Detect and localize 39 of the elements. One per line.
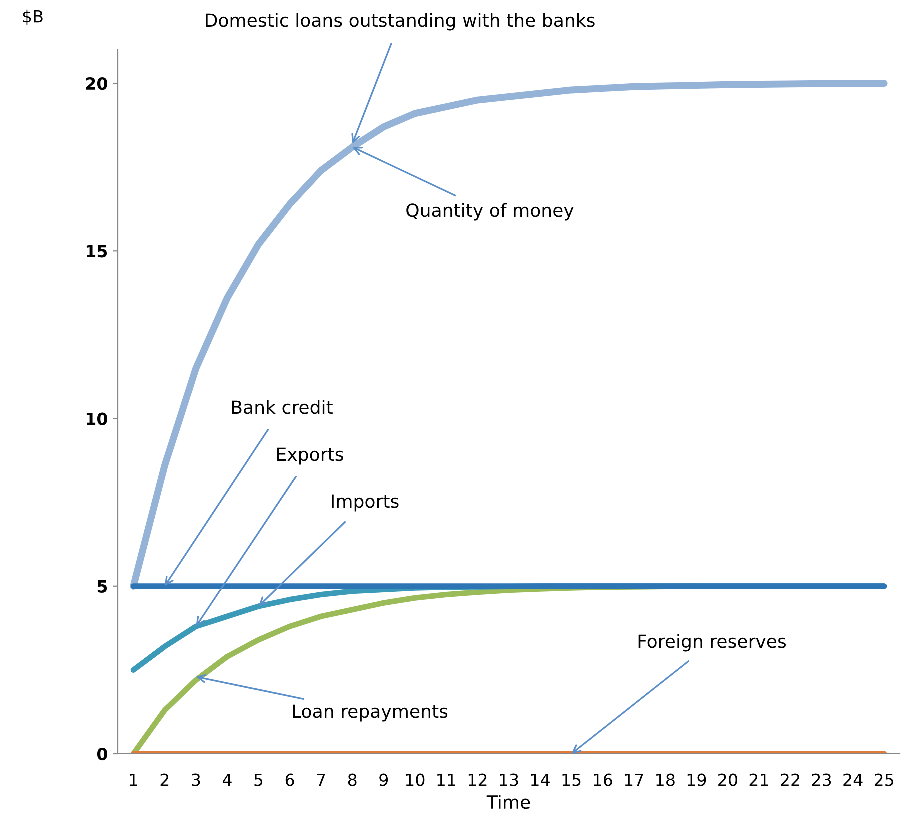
x-tick-label: 22 <box>781 774 800 786</box>
x-tick-label: 24 <box>844 774 863 786</box>
x-tick-label: 16 <box>594 774 612 786</box>
x-tick-label: 21 <box>750 774 768 786</box>
x-tick-label: 9 <box>380 774 388 786</box>
annotation: Domestic loans outstanding with the banks <box>206 13 595 31</box>
y-tick-label: 10 <box>86 412 108 426</box>
x-tick-label: 14 <box>532 774 550 786</box>
x-tick-label: 11 <box>438 774 456 786</box>
annotation: Foreign reserves <box>638 634 786 652</box>
x-tick-label: 7 <box>317 774 326 786</box>
x-tick-label: 12 <box>468 774 487 786</box>
annotation: Imports <box>332 494 399 512</box>
x-tick-label: 15 <box>562 774 581 786</box>
y-tick-label: 15 <box>86 245 108 258</box>
annotation: Quantity of money <box>406 203 574 221</box>
x-tick-label: 10 <box>406 774 425 786</box>
x-tick-label: 3 <box>192 774 200 786</box>
y-tick-label: 5 <box>98 580 108 593</box>
x-tick-label: 2 <box>160 774 169 786</box>
x-tick-label: 20 <box>718 774 738 786</box>
y-tick-label: 0 <box>97 748 108 761</box>
x-tick-label: 25 <box>874 774 894 786</box>
annotation: Bank credit <box>232 400 333 414</box>
x-tick-label: 6 <box>286 774 294 786</box>
annotation: Loan repayments <box>293 704 448 722</box>
x-tick-label: 5 <box>254 774 263 786</box>
y-axis-title: $B <box>23 10 43 26</box>
x-tick-label: 18 <box>656 774 675 786</box>
x-axis-title: Time <box>486 795 530 810</box>
x-tick-label: 23 <box>812 774 832 786</box>
y-tick-label: 20 <box>86 77 108 90</box>
x-tick-label: 19 <box>688 774 706 786</box>
x-tick-label: 1 <box>130 774 138 786</box>
x-tick-label: 4 <box>222 774 232 786</box>
x-tick-label: 8 <box>348 774 357 786</box>
x-tick-label: 17 <box>625 774 644 786</box>
x-tick-label: 13 <box>500 774 518 786</box>
annotation: Exports <box>278 448 344 465</box>
